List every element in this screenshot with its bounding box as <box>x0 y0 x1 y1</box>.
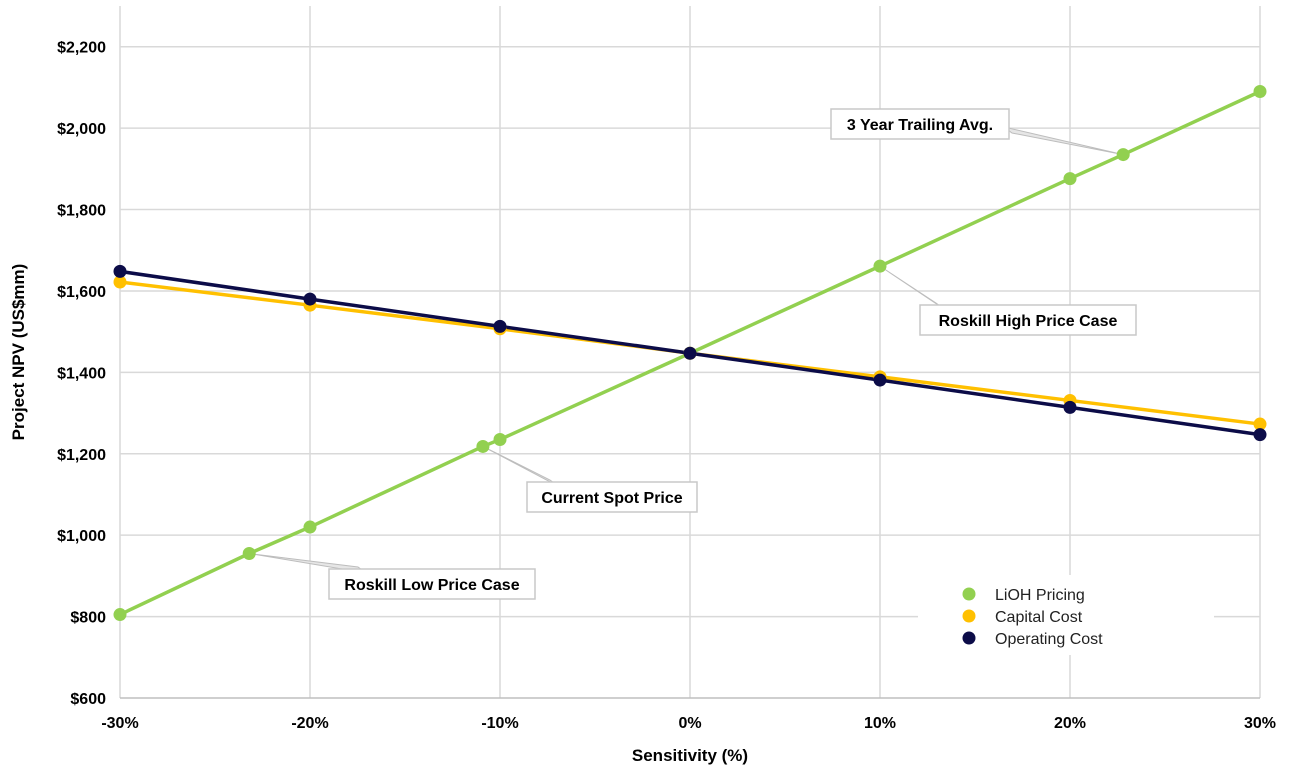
y-tick-label: $1,600 <box>57 284 106 301</box>
annotation-leader <box>879 265 945 310</box>
annotation-label: Roskill High Price Case <box>939 313 1118 330</box>
data-point-capital-cost <box>113 275 127 289</box>
y-tick-label: $2,000 <box>57 121 106 138</box>
data-point-operating-cost <box>873 373 887 387</box>
data-point-lioh-pricing <box>113 608 127 622</box>
y-tick-labels: $600 $800 $1,000 $1,200 $1,400 $1,600 $1,800 $2… <box>57 40 106 708</box>
data-point-lioh-pricing <box>493 433 507 447</box>
x-tick-label: -30% <box>101 715 138 732</box>
x-tick-label: -20% <box>291 715 328 732</box>
annotation-label: Roskill Low Price Case <box>344 577 519 594</box>
legend-label: Capital Cost <box>995 609 1083 626</box>
series-line-lioh-pricing <box>119 89 1261 617</box>
x-tick-label: -10% <box>481 715 518 732</box>
data-point-lioh-pricing <box>303 520 317 534</box>
annotation-leader <box>482 445 559 487</box>
annotation-callout: 3 Year Trailing Avg. <box>830 108 1124 156</box>
annotation-callout: Current Spot Price <box>482 445 698 513</box>
legend-marker <box>962 609 976 623</box>
y-tick-label: $800 <box>70 610 106 627</box>
data-point-operating-cost <box>1063 400 1077 414</box>
y-tick-label: $600 <box>70 691 106 708</box>
annotation-box <box>328 568 536 600</box>
legend: LiOH Pricing Capital Cost Operating Cost <box>918 575 1214 655</box>
y-axis-title: Project NPV (US$mm) <box>9 264 28 441</box>
data-point-operating-cost <box>1253 428 1267 442</box>
annotations: 3 Year Trailing Avg. Roskill High Price C… <box>249 108 1137 600</box>
data-point-lioh-pricing <box>1253 84 1267 98</box>
y-tick-label: $2,200 <box>57 40 106 57</box>
x-axis-title: Sensitivity (%) <box>632 746 748 765</box>
x-tick-labels: -30% -20% -10% 0% 10% 20% 30% <box>101 715 1276 732</box>
x-tick-label: 0% <box>678 715 701 732</box>
data-point-lioh-pricing <box>476 439 490 453</box>
data-point-operating-cost <box>493 319 507 333</box>
data-point-lioh-pricing <box>1063 172 1077 186</box>
annotation-label: 3 Year Trailing Avg. <box>847 117 993 134</box>
data-point-lioh-pricing <box>873 259 887 273</box>
legend-label: LiOH Pricing <box>995 587 1085 604</box>
data-point-operating-cost <box>113 264 127 278</box>
annotation-box <box>830 108 1010 140</box>
y-tick-label: $1,200 <box>57 447 106 464</box>
annotation-leader <box>1003 126 1124 156</box>
x-tick-label: 30% <box>1244 715 1276 732</box>
data-point-capital-cost <box>1253 417 1267 431</box>
legend-label: Operating Cost <box>995 631 1103 648</box>
annotation-callout: Roskill High Price Case <box>879 265 1137 336</box>
data-point-lioh-pricing <box>1116 148 1130 162</box>
x-tick-label: 20% <box>1054 715 1086 732</box>
y-tick-label: $1,400 <box>57 365 106 382</box>
data-point-operating-cost <box>683 346 697 360</box>
annotation-box <box>919 304 1137 336</box>
annotation-box <box>526 481 698 513</box>
x-tick-label: 10% <box>864 715 896 732</box>
data-point-lioh-pricing <box>242 546 256 560</box>
series-points <box>113 84 1267 622</box>
annotation-label: Current Spot Price <box>541 490 682 507</box>
y-tick-label: $1,000 <box>57 528 106 545</box>
annotation-callout: Roskill Low Price Case <box>249 552 536 600</box>
legend-marker <box>962 587 976 601</box>
legend-marker <box>962 631 976 645</box>
data-point-operating-cost <box>303 292 317 306</box>
y-tick-label: $1,800 <box>57 203 106 220</box>
